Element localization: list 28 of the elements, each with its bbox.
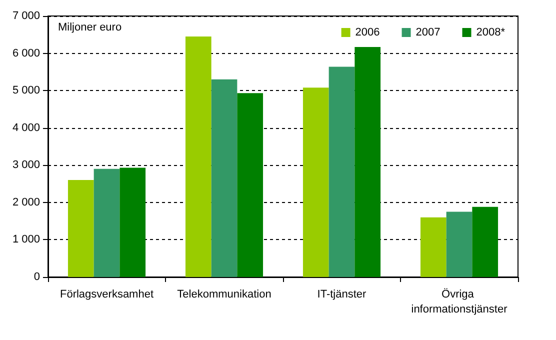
x-tick-label: Förlagsverksamhet — [60, 288, 154, 300]
bar — [237, 93, 264, 277]
bar — [472, 206, 498, 277]
bar — [446, 212, 472, 277]
bar — [328, 66, 355, 277]
bar — [354, 46, 381, 277]
y-tick-label: 0 — [34, 271, 40, 283]
bar — [420, 217, 446, 277]
y-tick-label: 2 000 — [12, 196, 40, 208]
y-tick-label: 6 000 — [12, 47, 40, 60]
legend-label: 2007 — [416, 26, 440, 38]
bar — [120, 168, 146, 277]
y-tick-label: 4 000 — [12, 122, 40, 134]
bar — [68, 180, 94, 277]
y-tick-label: 5 000 — [12, 84, 40, 97]
legend-label: 2008* — [476, 26, 506, 38]
legend-label: 2006 — [355, 26, 380, 38]
y-tick-label: 1 000 — [12, 234, 40, 246]
bar — [211, 79, 238, 277]
x-tick-label: Telekommunikation — [177, 288, 272, 300]
y-axis-title: Miljoner euro — [58, 22, 122, 34]
y-tick-label: 7 000 — [12, 10, 40, 22]
x-tick-label: IT-tjänster — [317, 288, 367, 300]
x-tick-label: Övriga informationstjänster — [411, 288, 508, 316]
bar — [94, 168, 120, 277]
bar — [185, 36, 212, 277]
bar — [302, 88, 329, 277]
y-tick-label: 3 000 — [12, 159, 40, 172]
